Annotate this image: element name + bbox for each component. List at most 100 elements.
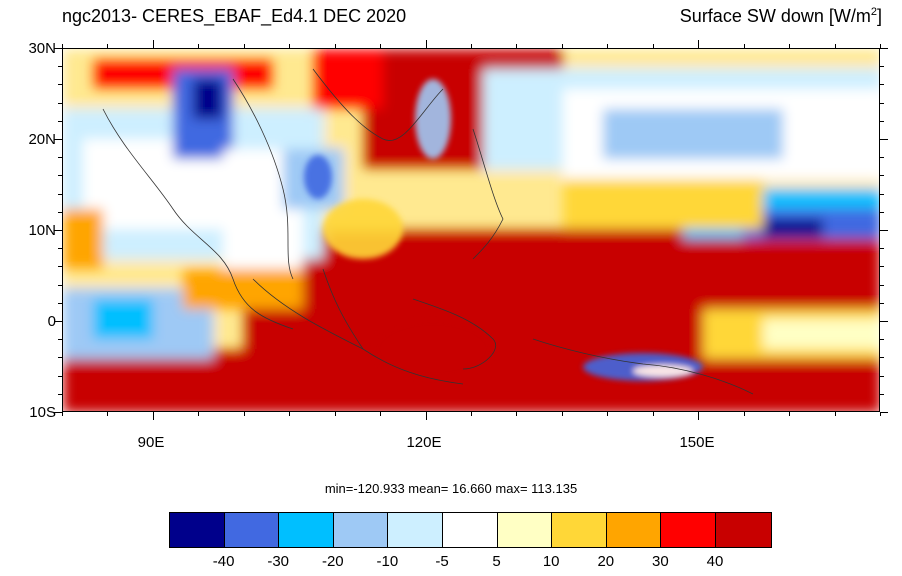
axis-tick [880, 230, 884, 231]
colorbar-swatch [333, 513, 389, 547]
axis-tick [789, 412, 790, 416]
axis-tick [244, 412, 245, 416]
axis-tick [880, 175, 884, 176]
axis-tick [58, 84, 62, 85]
axis-tick [58, 175, 62, 176]
axis-tick [244, 44, 245, 48]
axis-tick [880, 412, 888, 413]
axis-tick [880, 212, 884, 213]
summary-stats: min=-120.933 mean= 16.660 max= 113.135 [324, 481, 578, 496]
axis-tick [698, 40, 699, 48]
axis-tick [880, 230, 888, 231]
axis-tick [335, 412, 336, 416]
axis-tick [653, 412, 654, 416]
axis-tick [789, 44, 790, 48]
axis-tick [58, 248, 62, 249]
lat-label-20n: 20N [28, 131, 56, 148]
axis-tick [880, 66, 884, 67]
variable-title: Surface SW down [W/m2] [680, 6, 882, 27]
lat-label-10s: 10S [29, 404, 56, 421]
axis-tick [471, 412, 472, 416]
lat-label-30n: 30N [28, 40, 56, 57]
axis-tick [744, 44, 745, 48]
axis-tick [58, 48, 62, 49]
axis-tick [880, 248, 884, 249]
axis-tick [107, 412, 108, 416]
colorbar-label: -5 [435, 553, 449, 570]
axis-tick [880, 139, 884, 140]
colorbar-swatch [279, 513, 334, 547]
axis-tick [289, 44, 290, 48]
axis-tick [744, 412, 745, 416]
colorbar-label: -10 [376, 553, 399, 570]
axis-tick [426, 40, 427, 48]
colorbar-swatch [442, 513, 498, 547]
axis-tick [835, 412, 836, 416]
axis-tick [153, 412, 154, 420]
axis-tick [289, 412, 290, 416]
axis-tick [880, 84, 884, 85]
axis-tick [58, 103, 62, 104]
map-title: ngc2013- CERES_EBAF_Ed4.1 DEC 2020 [62, 6, 407, 26]
colorbar-swatch [224, 513, 280, 547]
axis-tick [880, 48, 884, 49]
axis-tick [58, 303, 62, 304]
anomaly-map [62, 48, 880, 412]
lon-label-90e: 90E [137, 434, 165, 451]
axis-tick [562, 412, 563, 416]
variable-title-text: Surface SW down [W/m [679, 6, 871, 26]
colorbar-label: 5 [492, 553, 501, 570]
colorbar-label: -40 [212, 553, 235, 570]
lat-label-10n: 10N [28, 222, 56, 239]
lat-label-eq: 0 [47, 313, 56, 330]
axis-tick [880, 412, 884, 413]
colorbar-label: -20 [321, 553, 344, 570]
axis-tick [58, 321, 62, 322]
axis-tick [153, 40, 154, 48]
colorbar-label: 40 [706, 553, 724, 570]
colorbar-label: 10 [542, 553, 560, 570]
colorbar-label: -30 [267, 553, 290, 570]
variable-title-end: ] [876, 6, 882, 26]
axis-tick [880, 157, 884, 158]
axis-tick [835, 44, 836, 48]
anomaly-field [63, 49, 879, 411]
axis-tick [516, 44, 517, 48]
axis-tick [198, 412, 199, 416]
colorbar-swatch [388, 513, 443, 547]
axis-tick [107, 44, 108, 48]
axis-tick [58, 121, 62, 122]
colorbar-swatch [715, 513, 771, 547]
axis-tick [58, 266, 62, 267]
lon-label-120e: 120E [406, 434, 442, 451]
colorbar-swatch [552, 513, 607, 547]
axis-tick [880, 394, 884, 395]
axis-tick [880, 266, 884, 267]
axis-tick [380, 44, 381, 48]
axis-tick [58, 412, 62, 413]
axis-tick [62, 412, 63, 416]
axis-tick [880, 103, 884, 104]
colorbar-label: 20 [597, 553, 615, 570]
axis-tick [607, 44, 608, 48]
axis-tick [58, 212, 62, 213]
axis-tick [607, 412, 608, 416]
colorbar-swatch [606, 513, 662, 547]
axis-tick [58, 376, 62, 377]
colorbar-swatch [497, 513, 553, 547]
axis-tick [58, 230, 62, 231]
axis-tick [880, 194, 884, 195]
axis-tick [698, 412, 699, 420]
axis-tick [516, 412, 517, 416]
axis-tick [880, 44, 881, 48]
axis-tick [62, 44, 63, 48]
axis-tick [58, 139, 62, 140]
axis-tick [58, 357, 62, 358]
axis-tick [58, 285, 62, 286]
variable-title-exponent: 2 [870, 6, 877, 18]
axis-tick [880, 285, 884, 286]
axis-tick [880, 357, 884, 358]
axis-tick [880, 412, 881, 416]
axis-tick [58, 339, 62, 340]
axis-tick [880, 321, 888, 322]
